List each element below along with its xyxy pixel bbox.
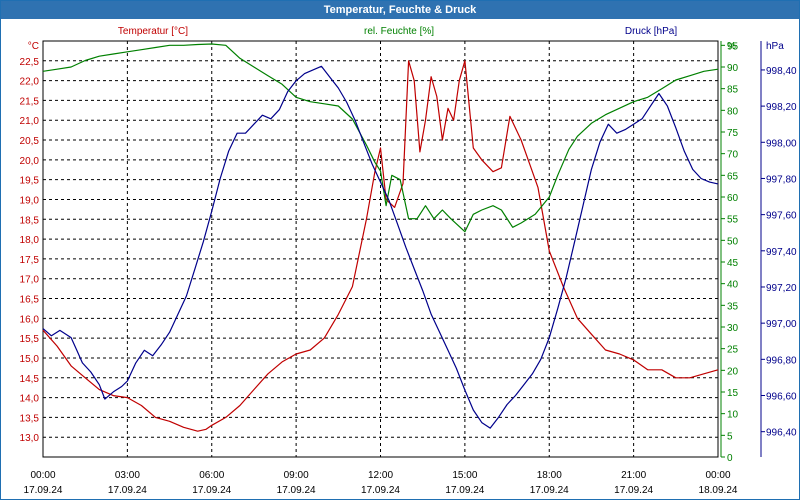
temperature-tick-label: 22,5	[20, 57, 40, 68]
x-tick-time: 09:00	[284, 470, 309, 481]
humidity-tick-label: 20	[727, 366, 739, 377]
series-line-humidity	[42, 43, 719, 233]
x-tick-date: 17.09.24	[24, 485, 63, 496]
temperature-tick-label: 20,0	[20, 156, 40, 167]
temperature-tick-label: 14,5	[20, 374, 40, 385]
x-tick-time: 00:00	[705, 470, 730, 481]
x-tick-time: 00:00	[30, 470, 55, 481]
chart-title: Temperatur, Feuchte & Druck	[1, 1, 799, 19]
temperature-tick-label: 17,5	[20, 255, 40, 266]
temperature-tick-label: 13,5	[20, 413, 40, 424]
x-tick-date: 17.09.24	[277, 485, 316, 496]
pressure-tick-label: 997,40	[766, 247, 797, 258]
humidity-tick-label: 5	[727, 431, 733, 442]
humidity-tick-label: 25	[727, 345, 739, 356]
temperature-tick-label: 16,0	[20, 314, 40, 325]
series-line-temperature	[42, 60, 719, 432]
temperature-tick-label: 22,0	[20, 77, 40, 88]
temperature-tick-label: 14,0	[20, 394, 40, 405]
humidity-tick-label: 60	[727, 193, 739, 204]
pressure-tick-label: 996,60	[766, 392, 797, 403]
temperature-tick-label: 13,0	[20, 433, 40, 444]
x-tick-time: 18:00	[537, 470, 562, 481]
x-tick-date: 17.09.24	[530, 485, 569, 496]
temperature-tick-label: 18,0	[20, 235, 40, 246]
temperature-tick-label: 15,5	[20, 334, 40, 345]
humidity-tick-label: 85	[727, 85, 739, 96]
humidity-tick-label: 50	[727, 236, 739, 247]
humidity-tick-label: 95	[727, 41, 739, 52]
pressure-tick-label: 997,00	[766, 319, 797, 330]
temperature-tick-label: 21,5	[20, 96, 40, 107]
temperature-tick-label: 21,0	[20, 116, 40, 127]
x-tick-date: 17.09.24	[361, 485, 400, 496]
humidity-tick-label: 70	[727, 150, 739, 161]
humidity-unit: %	[727, 41, 736, 52]
x-tick-time: 21:00	[621, 470, 646, 481]
plot-frame	[42, 40, 719, 458]
humidity-tick-label: 45	[727, 258, 739, 269]
temperature-tick-label: 20,5	[20, 136, 40, 147]
humidity-tick-label: 10	[727, 410, 739, 421]
humidity-tick-label: 35	[727, 301, 739, 312]
humidity-axis-label: rel. Feuchte [%]	[364, 26, 434, 37]
pressure-tick-label: 997,60	[766, 211, 797, 222]
temperature-tick-label: 17,0	[20, 275, 40, 286]
temperature-axis-label: Temperatur [°C]	[118, 26, 188, 37]
pressure-unit: hPa	[766, 41, 784, 52]
pressure-tick-label: 997,20	[766, 283, 797, 294]
temperature-tick-label: 15,0	[20, 354, 40, 365]
pressure-tick-label: 997,80	[766, 174, 797, 185]
humidity-tick-label: 75	[727, 128, 739, 139]
x-tick-time: 03:00	[115, 470, 140, 481]
temperature-tick-label: 18,5	[20, 215, 40, 226]
humidity-tick-label: 0	[727, 453, 733, 464]
x-tick-time: 12:00	[368, 470, 393, 481]
temperature-tick-label: 16,5	[20, 295, 40, 306]
pressure-axis-label: Druck [hPa]	[625, 26, 677, 37]
humidity-tick-label: 65	[727, 171, 739, 182]
x-tick-time: 06:00	[199, 470, 224, 481]
temperature-tick-label: 19,5	[20, 176, 40, 187]
x-tick-date: 17.09.24	[445, 485, 484, 496]
humidity-tick-label: 90	[727, 63, 739, 74]
pressure-tick-label: 998,20	[766, 102, 797, 113]
x-tick-date: 18.09.24	[699, 485, 738, 496]
pressure-tick-label: 996,40	[766, 428, 797, 439]
temperature-tick-label: 19,0	[20, 195, 40, 206]
x-tick-time: 15:00	[452, 470, 477, 481]
humidity-tick-label: 80	[727, 106, 739, 117]
pressure-tick-label: 998,00	[766, 138, 797, 149]
pressure-tick-label: 998,40	[766, 66, 797, 77]
x-tick-date: 17.09.24	[614, 485, 653, 496]
temperature-unit: °C	[28, 41, 39, 52]
humidity-tick-label: 55	[727, 215, 739, 226]
humidity-tick-label: 15	[727, 388, 739, 399]
x-tick-date: 17.09.24	[108, 485, 147, 496]
pressure-tick-label: 996,80	[766, 355, 797, 366]
humidity-tick-label: 40	[727, 280, 739, 291]
humidity-tick-label: 30	[727, 323, 739, 334]
x-tick-date: 17.09.24	[192, 485, 231, 496]
series-line-pressure	[42, 65, 719, 429]
